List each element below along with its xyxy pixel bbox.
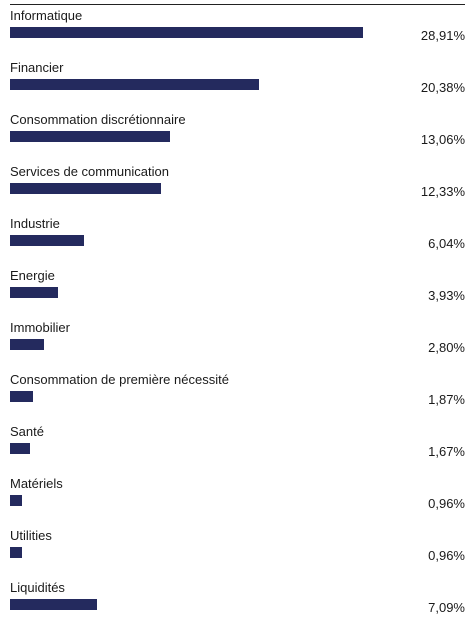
value-label: 1,87% (428, 392, 465, 407)
chart-row: Energie 3,93% (10, 268, 465, 308)
category-label: Immobilier (10, 320, 70, 335)
value-label: 12,33% (420, 184, 465, 199)
value-label: 13,06% (420, 132, 465, 147)
chart-row: Consommation discrétionnaire 13,06% (10, 112, 465, 152)
value-label: 3,93% (428, 288, 465, 303)
category-label: Consommation discrétionnaire (10, 112, 186, 127)
top-rule (10, 4, 465, 5)
category-label: Utilities (10, 528, 52, 543)
chart-row: Services de communication 12,33% (10, 164, 465, 204)
chart-row: Immobilier 2,80% (10, 320, 465, 360)
value-label: 0,96% (428, 496, 465, 511)
chart-row: Santé 1,67% (10, 424, 465, 464)
category-label: Matériels (10, 476, 63, 491)
value-label: 0,96% (428, 548, 465, 563)
value-label: 1,67% (428, 444, 465, 459)
bar (10, 287, 58, 298)
chart-row: Financier 20,38% (10, 60, 465, 100)
bar (10, 599, 97, 610)
bar (10, 235, 84, 246)
value-label: 20,38% (420, 80, 465, 95)
bar (10, 79, 259, 90)
value-label: 2,80% (428, 340, 465, 355)
chart-row: Utilities 0,96% (10, 528, 465, 568)
bar (10, 27, 363, 38)
category-label: Services de communication (10, 164, 169, 179)
chart-row: Matériels 0,96% (10, 476, 465, 516)
category-label: Consommation de première nécessité (10, 372, 229, 387)
value-label: 7,09% (428, 600, 465, 615)
category-label: Energie (10, 268, 55, 283)
bar (10, 547, 22, 558)
value-label: 6,04% (428, 236, 465, 251)
bar (10, 391, 33, 402)
chart-row: Consommation de première nécessité 1,87% (10, 372, 465, 412)
value-label: 28,91% (420, 28, 465, 43)
chart-row: Informatique 28,91% (10, 8, 465, 48)
category-label: Financier (10, 60, 64, 75)
chart-row: Liquidités 7,09% (10, 580, 465, 620)
category-label: Informatique (10, 8, 83, 23)
chart-row: Industrie 6,04% (10, 216, 465, 256)
category-label: Santé (10, 424, 44, 439)
bar (10, 131, 170, 142)
bar (10, 495, 22, 506)
category-label: Industrie (10, 216, 60, 231)
category-label: Liquidités (10, 580, 65, 595)
bar (10, 183, 161, 194)
bar (10, 443, 30, 454)
bar (10, 339, 44, 350)
